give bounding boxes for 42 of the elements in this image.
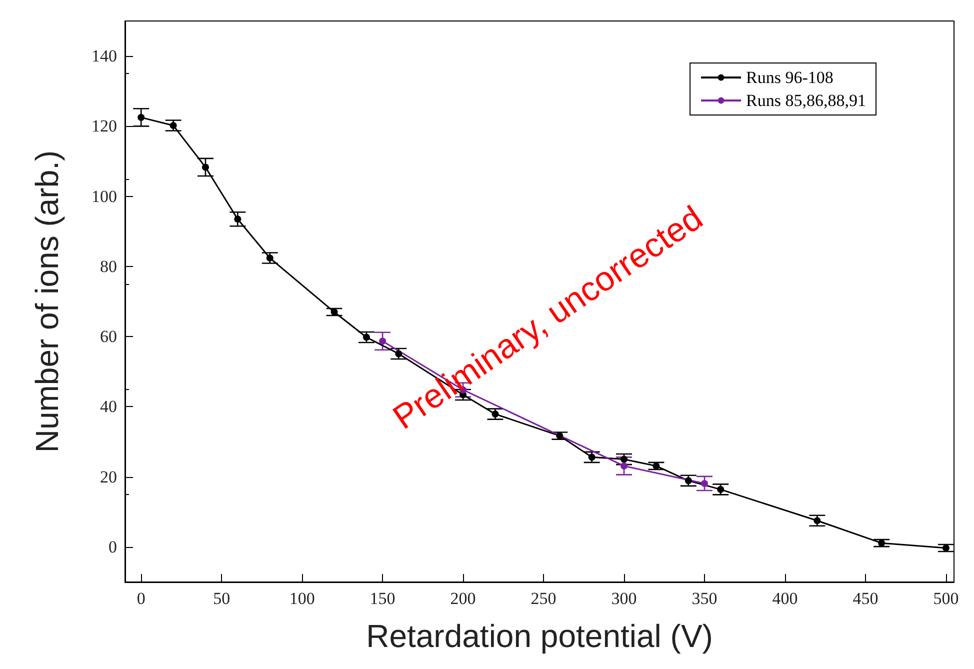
point bbox=[620, 462, 628, 470]
x-tick-label: 350 bbox=[692, 589, 718, 608]
x-tick-label: 0 bbox=[136, 589, 146, 608]
point bbox=[330, 308, 338, 316]
x-tick-label: 450 bbox=[852, 589, 878, 608]
point bbox=[684, 477, 692, 484]
point bbox=[878, 540, 886, 547]
point bbox=[652, 462, 660, 470]
x-tick-label: 50 bbox=[213, 589, 230, 608]
y-tick-label: 0 bbox=[108, 537, 117, 556]
y-axis-title: Number of ions (arb.) bbox=[29, 150, 65, 453]
x-tick-label: 300 bbox=[611, 589, 637, 608]
y-tick-label: 80 bbox=[100, 256, 117, 276]
point bbox=[138, 114, 145, 121]
legend-label: Runs 85,86,88,91 bbox=[746, 91, 866, 110]
point bbox=[170, 122, 177, 129]
point bbox=[588, 454, 596, 461]
x-tick-label: 500 bbox=[933, 589, 959, 608]
point bbox=[202, 164, 209, 171]
y-tick-label: 100 bbox=[92, 186, 117, 206]
legend-label: Runs 96-108 bbox=[746, 68, 834, 87]
y-tick-label: 60 bbox=[100, 327, 117, 346]
point bbox=[814, 517, 821, 524]
x-tick-label: 100 bbox=[289, 589, 315, 608]
x-tick-label: 150 bbox=[370, 589, 396, 608]
point bbox=[379, 338, 386, 345]
point bbox=[266, 254, 274, 262]
x-tick-label: 400 bbox=[772, 589, 798, 608]
point bbox=[701, 480, 708, 487]
y-tick-label: 20 bbox=[100, 467, 117, 486]
x-tick-label: 250 bbox=[530, 589, 556, 608]
point bbox=[362, 334, 370, 341]
point bbox=[942, 544, 950, 552]
x-axis-title: Retardation potential (V) bbox=[366, 618, 713, 654]
x-tick-label: 200 bbox=[450, 589, 476, 608]
point bbox=[556, 432, 564, 440]
y-tick-label: 120 bbox=[92, 116, 117, 136]
y-tick-label: 140 bbox=[92, 46, 117, 66]
point bbox=[620, 456, 628, 463]
point bbox=[717, 486, 724, 493]
y-tick-label: 40 bbox=[100, 397, 117, 416]
point bbox=[234, 216, 242, 223]
